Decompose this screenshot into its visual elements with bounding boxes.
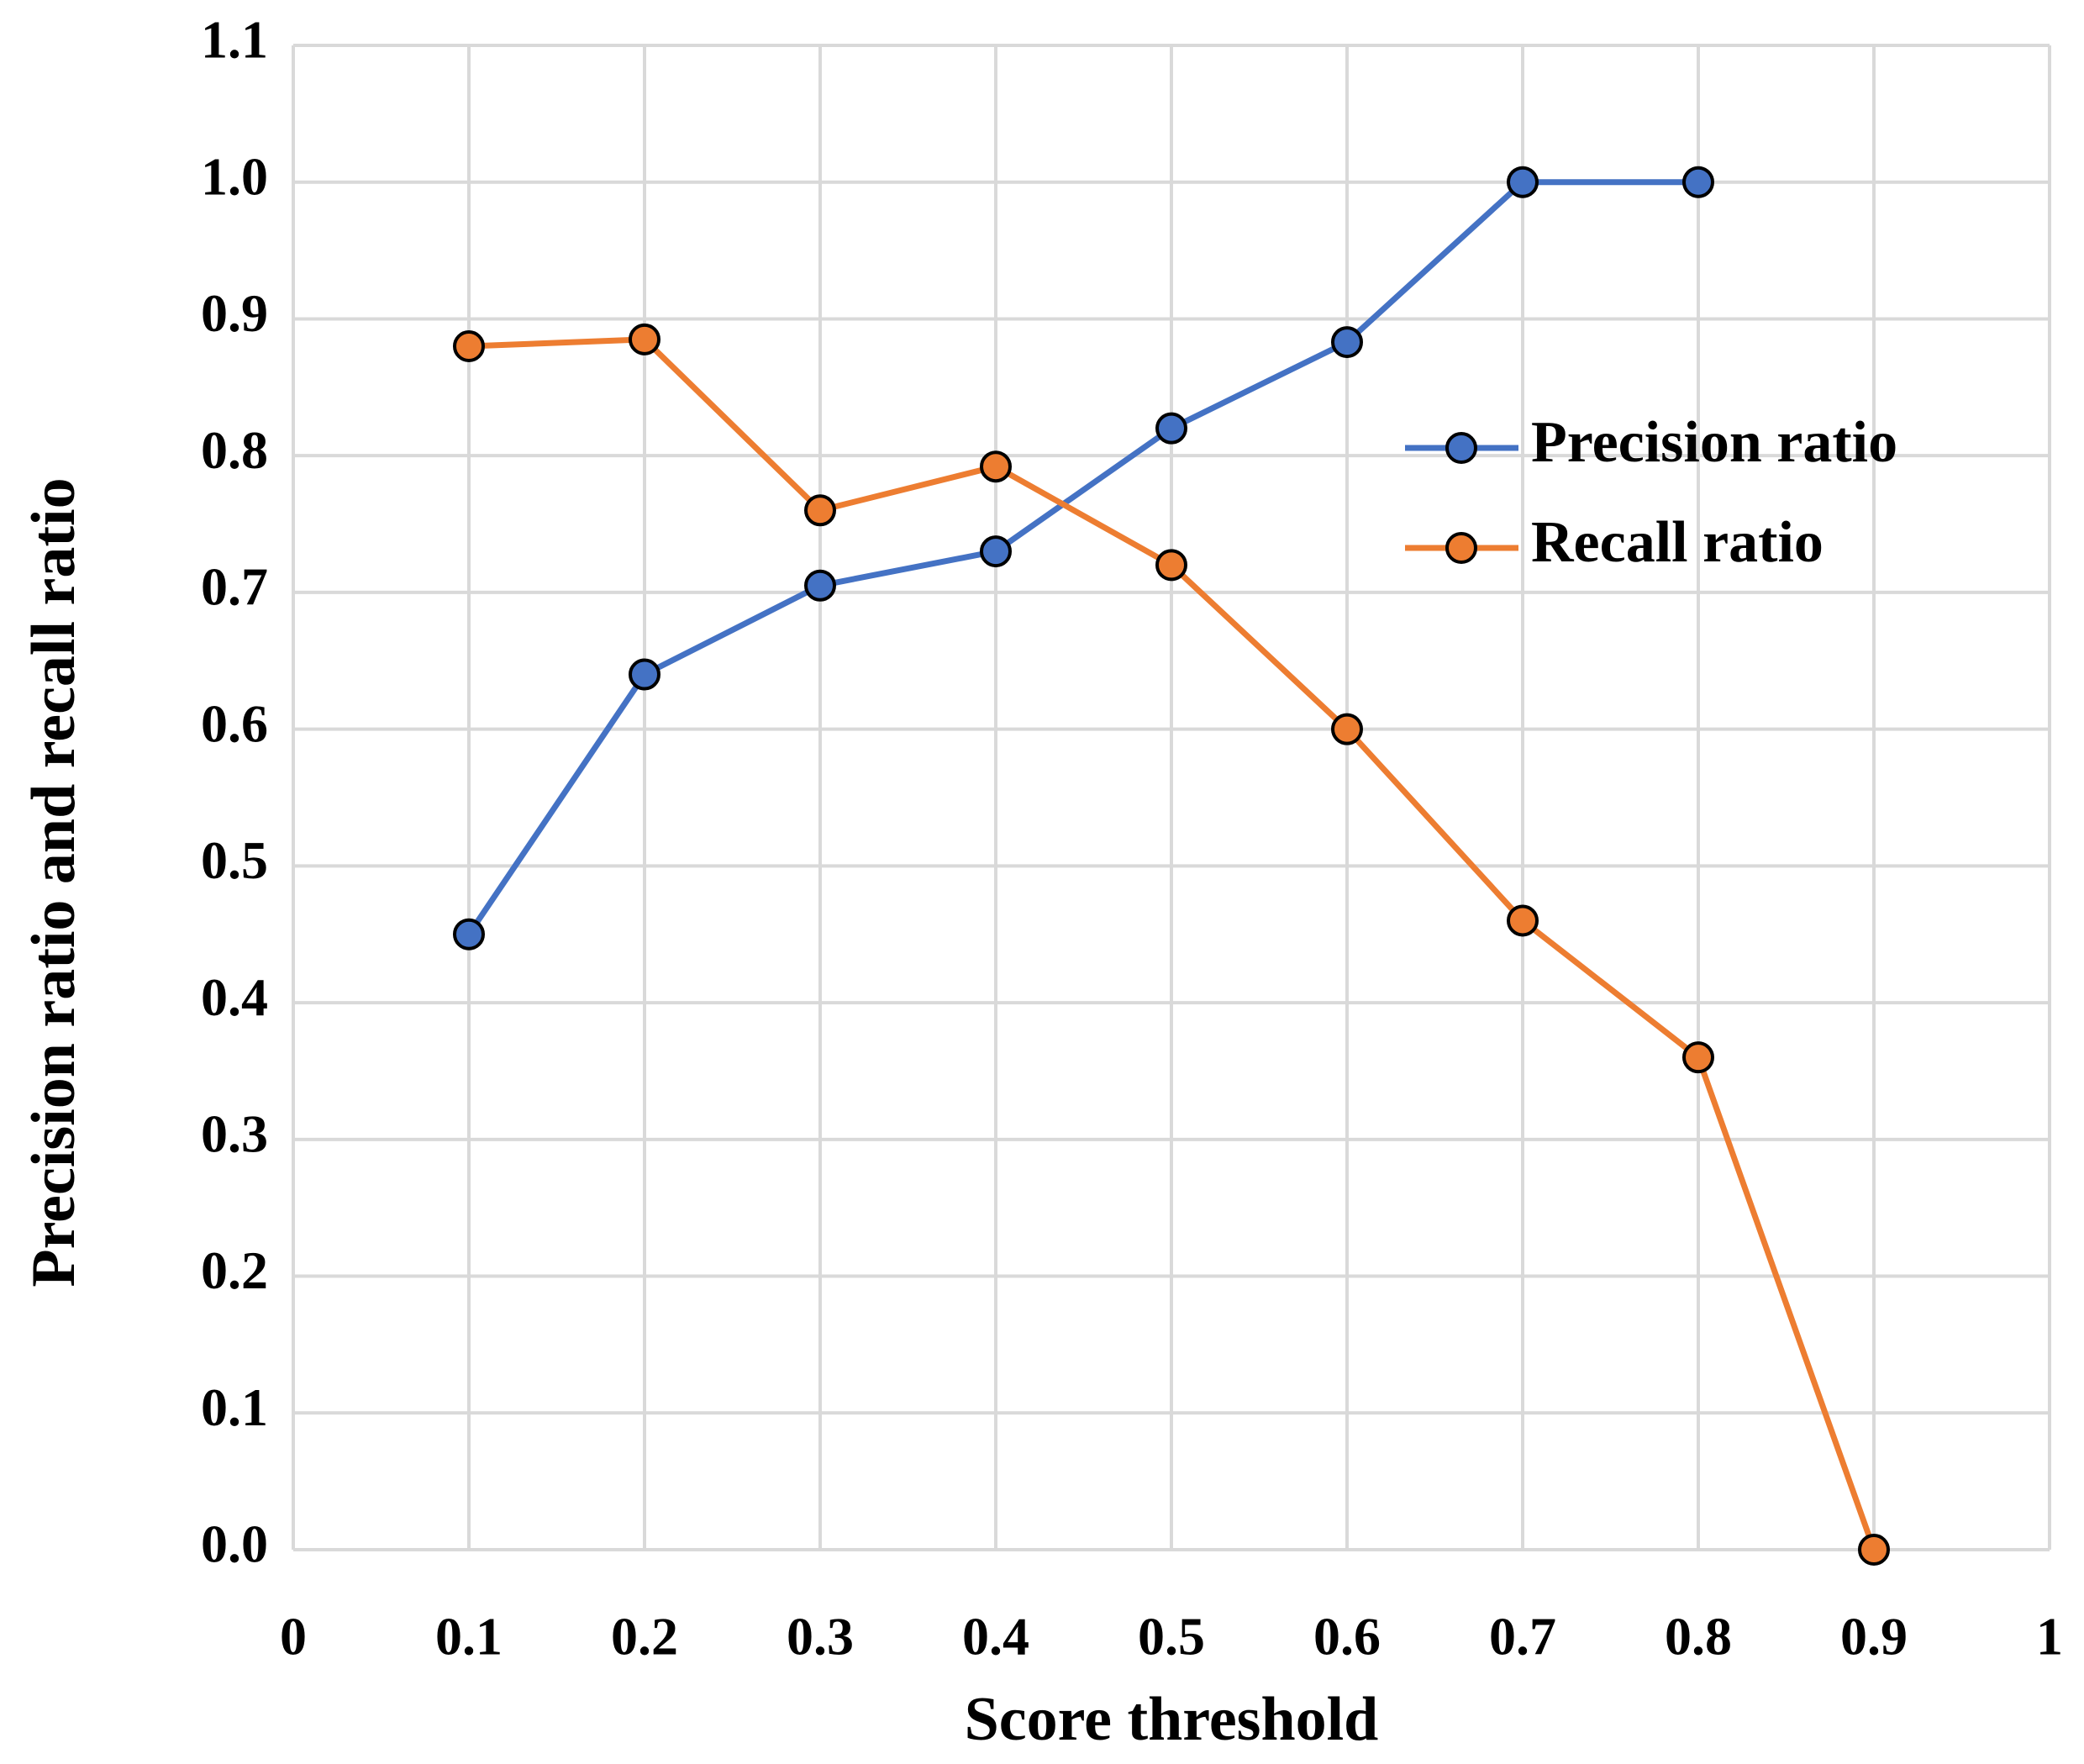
data-point bbox=[804, 569, 836, 602]
data-point bbox=[629, 323, 660, 355]
y-tick-label: 1.0 bbox=[201, 146, 268, 206]
y-tick-label: 0.5 bbox=[201, 830, 268, 890]
data-point bbox=[980, 450, 1012, 483]
data-point bbox=[1155, 549, 1187, 582]
x-tick-label: 0.5 bbox=[1138, 1607, 1205, 1667]
x-tick-label: 0.2 bbox=[611, 1607, 678, 1667]
x-tick-label: 0.6 bbox=[1313, 1607, 1381, 1667]
data-point bbox=[453, 330, 485, 362]
y-tick-label: 0.6 bbox=[201, 693, 268, 753]
x-tick-label: 0.7 bbox=[1489, 1607, 1556, 1667]
data-point bbox=[1507, 166, 1539, 198]
data-point bbox=[629, 658, 660, 691]
legend-marker bbox=[1445, 432, 1477, 464]
legend-marker bbox=[1445, 532, 1477, 564]
y-axis-title: Precision ratio and recall ratio bbox=[19, 477, 88, 1287]
x-tick-label: 0 bbox=[280, 1607, 307, 1667]
data-point bbox=[453, 918, 485, 950]
data-point bbox=[1331, 326, 1363, 359]
x-tick-label: 0.9 bbox=[1840, 1607, 1908, 1667]
data-point bbox=[1331, 713, 1363, 745]
x-tick-label: 0.1 bbox=[435, 1607, 503, 1667]
y-tick-label: 0.9 bbox=[201, 283, 268, 343]
x-tick-label: 0.8 bbox=[1665, 1607, 1732, 1667]
data-point bbox=[1682, 1041, 1714, 1074]
x-tick-label: 1 bbox=[2036, 1607, 2063, 1667]
y-tick-label: 0.2 bbox=[201, 1240, 268, 1300]
legend-label: Precision ratio bbox=[1531, 410, 1897, 475]
x-tick-label: 0.3 bbox=[787, 1607, 854, 1667]
y-tick-label: 0.1 bbox=[201, 1377, 268, 1437]
y-tick-label: 0.3 bbox=[201, 1104, 268, 1164]
data-point bbox=[1507, 904, 1539, 937]
y-tick-label: 0.4 bbox=[201, 967, 268, 1027]
y-tick-label: 1.1 bbox=[201, 10, 268, 70]
x-tick-label: 0.4 bbox=[962, 1607, 1029, 1667]
series-line bbox=[466, 179, 1698, 936]
data-point bbox=[1155, 412, 1187, 445]
data-point bbox=[980, 535, 1012, 568]
data-point bbox=[1682, 166, 1714, 198]
y-tick-label: 0.0 bbox=[201, 1514, 268, 1574]
y-tick-label: 0.7 bbox=[201, 557, 268, 617]
y-tick-label: 0.8 bbox=[201, 420, 268, 480]
data-point bbox=[1858, 1534, 1890, 1566]
data-point bbox=[804, 494, 836, 527]
legend-label: Recall ratio bbox=[1531, 510, 1824, 575]
x-axis-title: Score threshold bbox=[965, 1685, 1379, 1754]
